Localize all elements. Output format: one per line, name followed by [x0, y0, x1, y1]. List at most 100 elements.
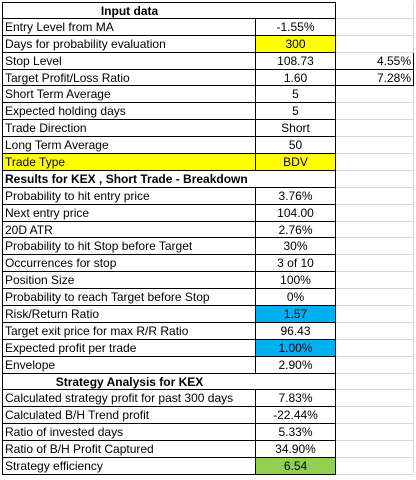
row-value[interactable]: 3.76%: [256, 187, 336, 205]
row-extra-value[interactable]: 4.55%: [336, 52, 414, 70]
row-value[interactable]: 1.57: [256, 306, 336, 323]
row-value[interactable]: 1.60: [256, 69, 336, 87]
row-label[interactable]: Probability to hit entry price: [2, 187, 256, 205]
row-value[interactable]: -1.55%: [256, 18, 336, 36]
row-value[interactable]: 300: [256, 35, 336, 53]
spreadsheet-table: Input data Entry Level from MA -1.55% Days …: [2, 2, 414, 475]
row-label[interactable]: Next entry price: [2, 204, 256, 222]
row-value[interactable]: 96.43: [256, 322, 336, 340]
row-label[interactable]: Target exit price for max R/R Ratio: [2, 322, 256, 340]
section-header[interactable]: Input data: [2, 2, 256, 19]
row-extra-value[interactable]: [336, 103, 414, 121]
row-value[interactable]: [256, 170, 336, 188]
row-extra-value[interactable]: [336, 306, 414, 323]
section-header[interactable]: Results for KEX , Short Trade - Breakdow…: [2, 170, 256, 188]
row-value[interactable]: 0%: [256, 289, 336, 307]
row-extra-value[interactable]: [336, 18, 414, 36]
row-extra-value[interactable]: [336, 187, 414, 205]
table-row: Strategy Analysis for KEX: [2, 373, 414, 391]
row-value[interactable]: 104.00: [256, 204, 336, 222]
row-label[interactable]: Expected profit per trade: [2, 339, 256, 357]
row-value[interactable]: 2.90%: [256, 356, 336, 374]
row-label[interactable]: Long Term Average: [2, 137, 256, 155]
row-label[interactable]: Occurrences for stop: [2, 255, 256, 273]
row-label[interactable]: Entry Level from MA: [2, 18, 256, 36]
row-label[interactable]: Probability to reach Target before Stop: [2, 289, 256, 307]
row-value[interactable]: 34.90%: [256, 441, 336, 459]
row-value[interactable]: 5.33%: [256, 424, 336, 442]
row-label[interactable]: Calculated B/H Trend profit: [2, 407, 256, 425]
row-extra-value[interactable]: [336, 221, 414, 239]
row-value[interactable]: 3 of 10: [256, 255, 336, 273]
row-label[interactable]: Trade Type: [2, 154, 256, 171]
table-row: Expected profit per trade 1.00%: [2, 339, 414, 357]
row-label[interactable]: Short Term Average: [2, 86, 256, 104]
row-extra-value[interactable]: [336, 339, 414, 357]
table-row: Trade Direction Short: [2, 120, 414, 138]
row-value[interactable]: 5: [256, 86, 336, 104]
row-extra-value[interactable]: [336, 120, 414, 138]
row-extra-value[interactable]: [336, 2, 414, 19]
row-label[interactable]: Days for probability evaluation: [2, 35, 256, 53]
table-row: Probability to hit entry price 3.76%: [2, 187, 414, 205]
row-label[interactable]: Calculated strategy profit for past 300 …: [2, 390, 256, 408]
row-value[interactable]: -22.44%: [256, 407, 336, 425]
table-row: Target exit price for max R/R Ratio 96.43: [2, 322, 414, 340]
row-value[interactable]: 1.00%: [256, 339, 336, 357]
table-row: Short Term Average 5: [2, 86, 414, 104]
section-header[interactable]: Strategy Analysis for KEX: [2, 373, 256, 391]
row-value[interactable]: 7.83%: [256, 390, 336, 408]
row-extra-value[interactable]: 7.28%: [336, 69, 414, 87]
row-label[interactable]: Target Profit/Loss Ratio: [2, 69, 256, 87]
row-value[interactable]: 2.76%: [256, 221, 336, 239]
table-row: Results for KEX , Short Trade - Breakdow…: [2, 170, 414, 188]
row-value[interactable]: 50: [256, 137, 336, 155]
row-extra-value[interactable]: [336, 441, 414, 459]
row-value[interactable]: 108.73: [256, 52, 336, 70]
row-extra-value[interactable]: [336, 458, 414, 475]
row-extra-value[interactable]: [336, 356, 414, 374]
row-value[interactable]: 6.54: [256, 458, 336, 475]
row-extra-value[interactable]: [336, 272, 414, 290]
table-row: Strategy efficiency 6.54: [2, 458, 414, 475]
row-extra-value[interactable]: [336, 170, 414, 188]
row-value[interactable]: 100%: [256, 272, 336, 290]
row-value[interactable]: 30%: [256, 238, 336, 256]
row-extra-value[interactable]: [336, 373, 414, 391]
row-extra-value[interactable]: [336, 407, 414, 425]
row-label[interactable]: Risk/Return Ratio: [2, 306, 256, 323]
table-row: Position Size 100%: [2, 272, 414, 290]
row-label[interactable]: Trade Direction: [2, 120, 256, 138]
row-extra-value[interactable]: [336, 204, 414, 222]
row-label[interactable]: Probability to hit Stop before Target: [2, 238, 256, 256]
table-row: Ratio of B/H Profit Captured 34.90%: [2, 441, 414, 459]
row-value[interactable]: 5: [256, 103, 336, 121]
row-extra-value[interactable]: [336, 154, 414, 171]
row-label[interactable]: Ratio of invested days: [2, 424, 256, 442]
row-label[interactable]: Envelope: [2, 356, 256, 374]
row-value[interactable]: [256, 2, 336, 19]
row-extra-value[interactable]: [336, 35, 414, 53]
table-row: Input data: [2, 2, 414, 19]
row-label[interactable]: Stop Level: [2, 52, 256, 70]
row-extra-value[interactable]: [336, 289, 414, 307]
row-value[interactable]: [256, 373, 336, 391]
row-label[interactable]: Ratio of B/H Profit Captured: [2, 441, 256, 459]
table-row: Ratio of invested days 5.33%: [2, 424, 414, 442]
row-extra-value[interactable]: [336, 238, 414, 256]
row-extra-value[interactable]: [336, 390, 414, 408]
row-label[interactable]: 20D ATR: [2, 221, 256, 239]
row-extra-value[interactable]: [336, 322, 414, 340]
row-extra-value[interactable]: [336, 255, 414, 273]
row-label[interactable]: Expected holding days: [2, 103, 256, 121]
row-extra-value[interactable]: [336, 424, 414, 442]
row-label[interactable]: Position Size: [2, 272, 256, 290]
table-row: Probability to hit Stop before Target 30%: [2, 238, 414, 256]
row-value[interactable]: BDV: [256, 154, 336, 171]
row-extra-value[interactable]: [336, 137, 414, 155]
table-row: Occurrences for stop 3 of 10: [2, 255, 414, 273]
row-value[interactable]: Short: [256, 120, 336, 138]
row-label[interactable]: Strategy efficiency: [2, 458, 256, 475]
row-extra-value[interactable]: [336, 86, 414, 104]
table-row: Days for probability evaluation 300: [2, 35, 414, 53]
